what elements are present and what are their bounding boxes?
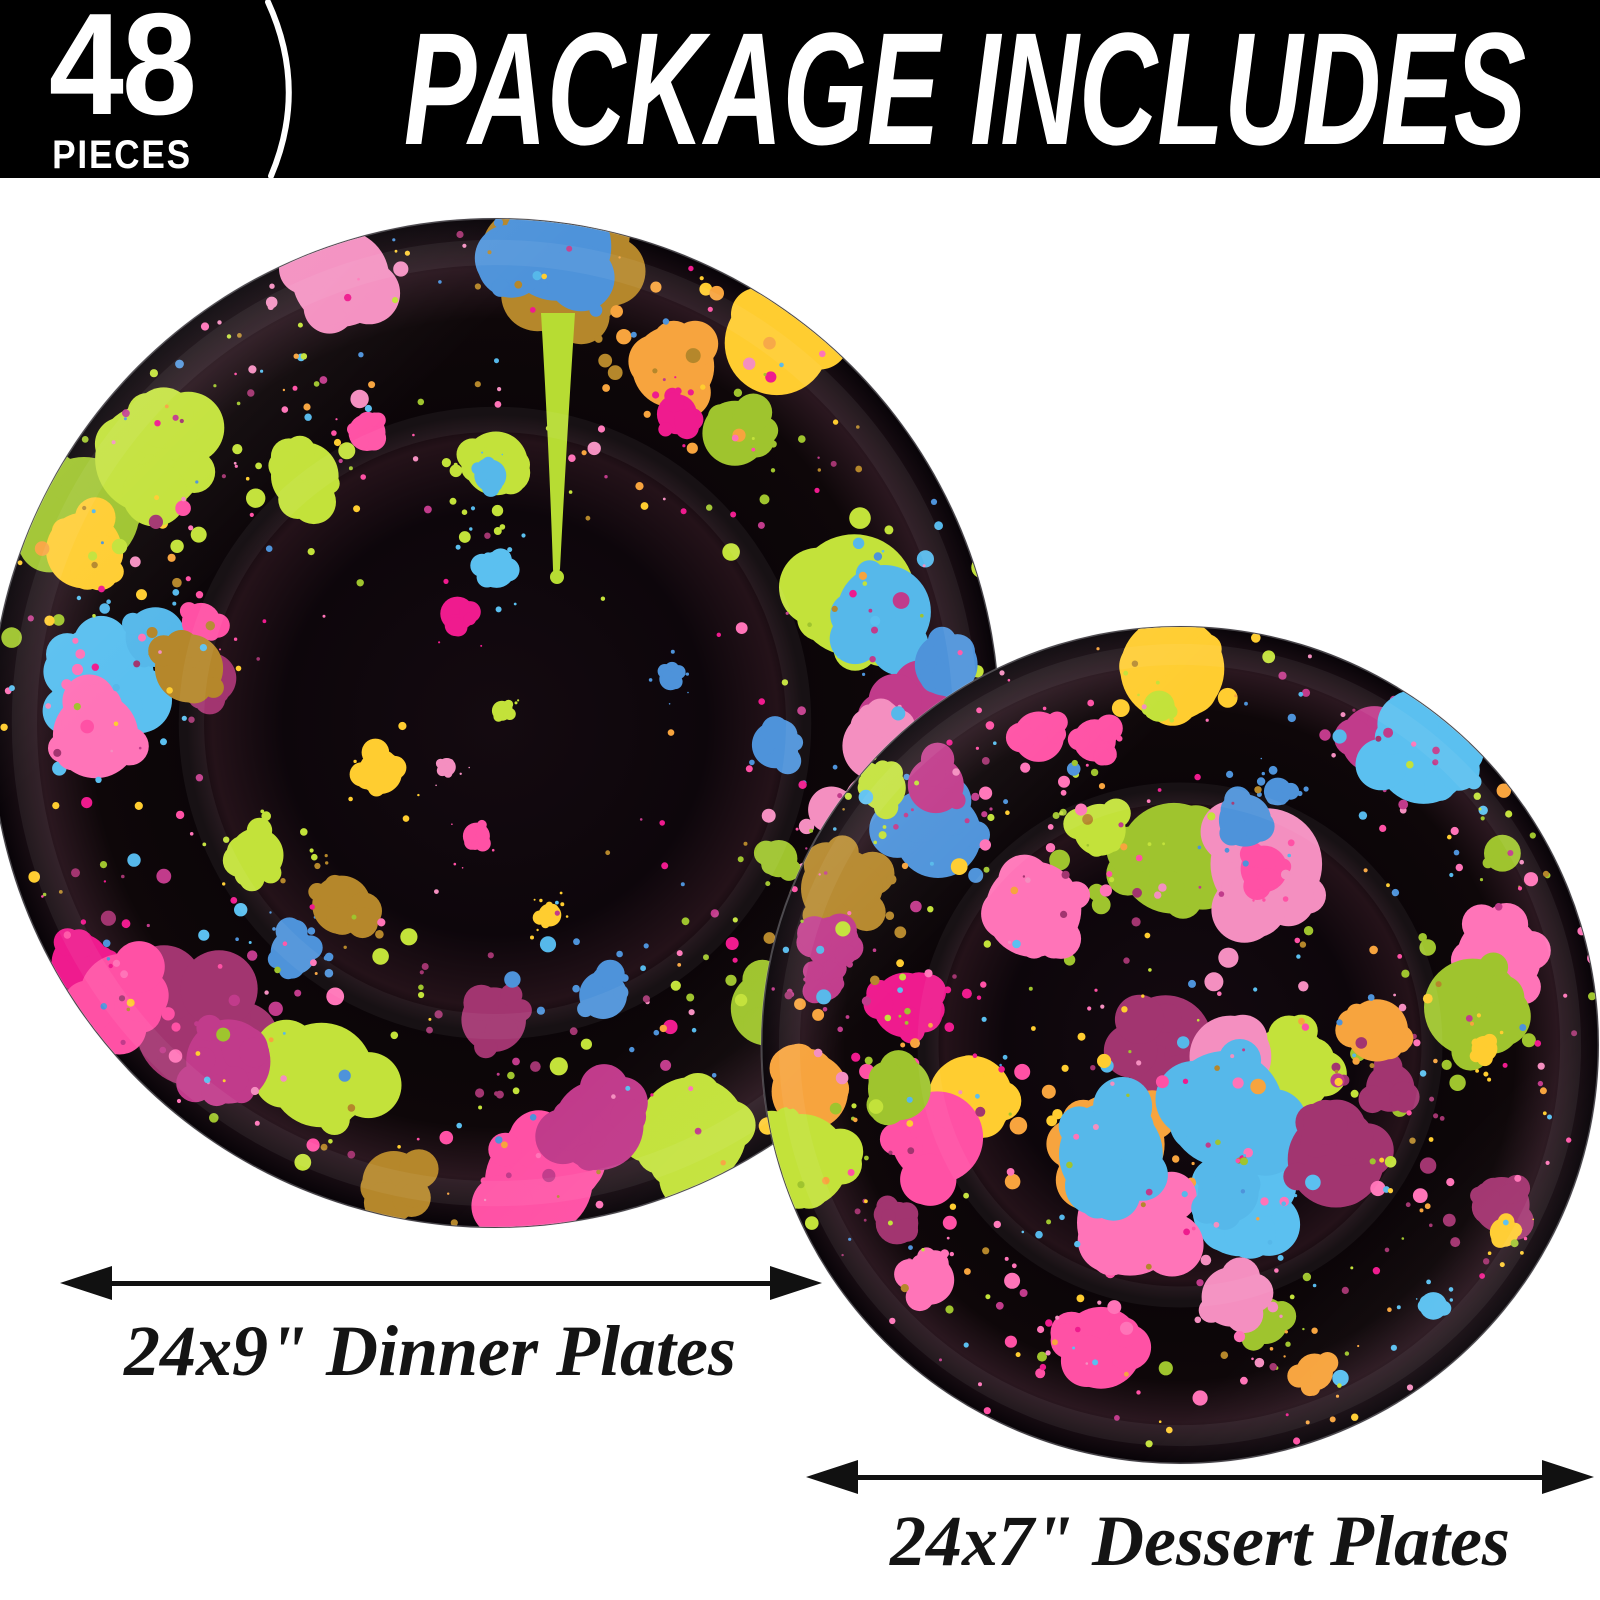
arrowhead-right-icon: [770, 1266, 822, 1300]
dessert-plate-art: [760, 625, 1600, 1465]
piece-count: 48: [48, 0, 197, 145]
arrow-line: [104, 1280, 778, 1286]
dessert-dimension-arrow: [806, 1460, 1594, 1494]
piece-count-unit: PIECES: [52, 133, 192, 177]
page-title: PACKAGE INCLUDES: [403, 0, 1527, 178]
arrowhead-right-icon: [1542, 1460, 1594, 1494]
separator-arc-icon: [265, 0, 292, 178]
arrowhead-left-icon: [806, 1460, 858, 1494]
arrow-line: [850, 1474, 1550, 1480]
dinner-plate-art: [0, 217, 1001, 1229]
dinner-plate-label: 24x9" Dinner Plates: [124, 1311, 736, 1391]
dessert-plate-label: 24x7" Dessert Plates: [890, 1501, 1510, 1581]
dinner-plate-image: [0, 217, 1001, 1229]
header-banner: 48 PIECES PACKAGE INCLUDES: [0, 0, 1600, 178]
arrowhead-left-icon: [60, 1266, 112, 1300]
dinner-dimension-arrow: [60, 1266, 822, 1300]
piece-count-block: 48 PIECES: [22, 0, 222, 178]
dessert-plate-image: [760, 625, 1600, 1465]
